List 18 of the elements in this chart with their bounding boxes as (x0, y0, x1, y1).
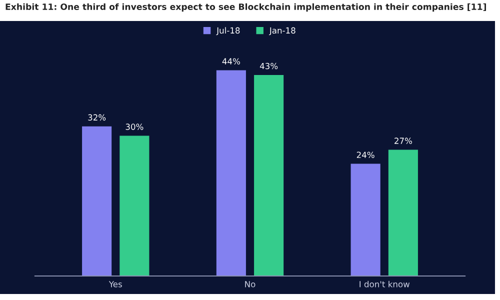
bar (254, 74, 284, 276)
legend-label: Jan-18 (269, 27, 296, 36)
legend-label: Jul-18 (216, 27, 240, 36)
x-tick-label: No (245, 281, 256, 288)
data-label: 30% (126, 124, 144, 130)
x-tick-label: I don't know (360, 280, 410, 288)
data-label: 32% (88, 114, 106, 121)
bar (120, 136, 150, 276)
bar (350, 164, 380, 276)
data-label: 43% (260, 62, 278, 70)
data-label: 24% (356, 152, 374, 158)
bar (82, 126, 112, 276)
bar (216, 70, 246, 276)
data-label: 44% (222, 58, 240, 65)
data-label: 27% (394, 138, 412, 144)
chart-title: Exhibit 11: One third of investors expect to see Blockchain implementation in their companies [11] (6, 3, 486, 12)
bar (388, 150, 418, 276)
x-tick-label: Yes (108, 281, 122, 288)
